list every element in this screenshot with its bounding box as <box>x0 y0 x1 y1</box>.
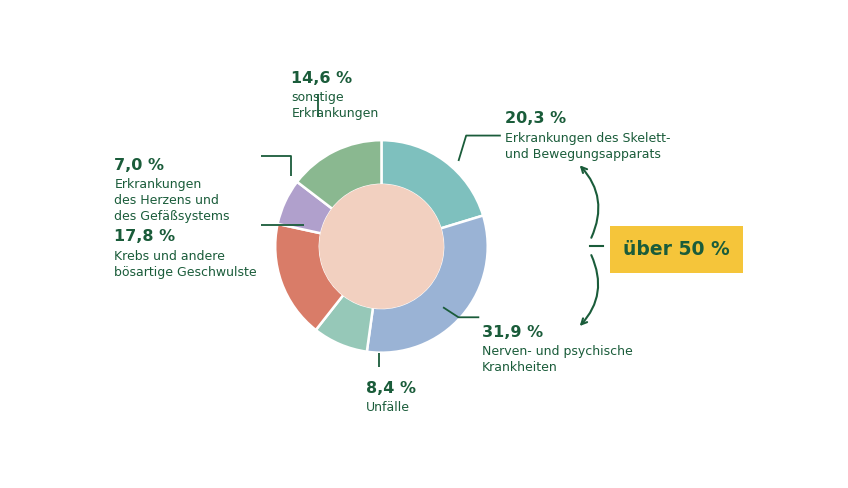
Text: sonstige
Erkrankungen: sonstige Erkrankungen <box>292 91 378 120</box>
Text: Erkrankungen
des Herzens und
des Gefäßsystems: Erkrankungen des Herzens und des Gefäßsy… <box>114 178 230 223</box>
Text: 17,8 %: 17,8 % <box>114 229 176 244</box>
FancyBboxPatch shape <box>611 226 743 273</box>
Text: 14,6 %: 14,6 % <box>292 70 353 85</box>
Wedge shape <box>382 140 483 228</box>
Wedge shape <box>276 224 343 330</box>
Wedge shape <box>367 216 488 353</box>
Text: über 50 %: über 50 % <box>623 240 730 259</box>
Text: Unfälle: Unfälle <box>366 401 410 414</box>
Text: 31,9 %: 31,9 % <box>482 325 543 340</box>
Circle shape <box>320 185 444 308</box>
Wedge shape <box>297 140 382 209</box>
Wedge shape <box>315 295 373 352</box>
Text: 8,4 %: 8,4 % <box>366 381 416 396</box>
Text: Krebs und andere
bösartige Geschwulste: Krebs und andere bösartige Geschwulste <box>114 249 257 279</box>
Wedge shape <box>277 182 332 233</box>
Text: 20,3 %: 20,3 % <box>505 111 566 126</box>
Text: Erkrankungen des Skelett-
und Bewegungsapparats: Erkrankungen des Skelett- und Bewegungsa… <box>505 132 670 161</box>
Text: 7,0 %: 7,0 % <box>114 158 165 173</box>
Text: Nerven- und psychische
Krankheiten: Nerven- und psychische Krankheiten <box>482 345 633 374</box>
